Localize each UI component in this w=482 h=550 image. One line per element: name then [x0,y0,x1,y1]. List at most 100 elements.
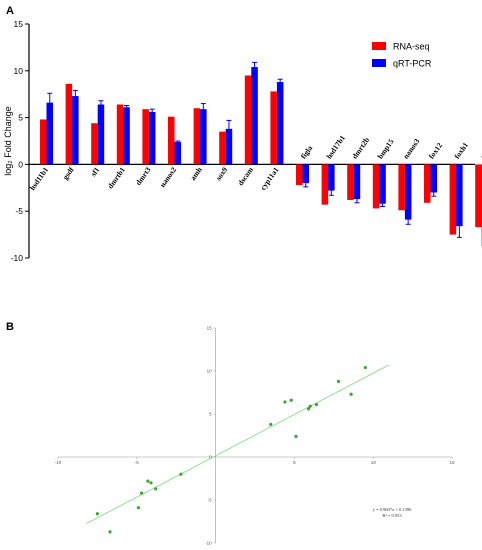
y-tick-label: -5 [15,206,23,216]
r-squared: R² = 0.953 [382,513,402,518]
category-label: hsd11b1 [28,165,51,192]
category-label: cyp11a1 [258,165,280,192]
legend-label: qRT-PCR [393,59,432,69]
scatter-point [349,392,353,396]
y-axis-title: log₂ Fold Change [3,106,13,176]
scatter-point [336,379,341,383]
bar-rna-seq [40,119,47,165]
bar-qrt-pcr [430,164,437,193]
category-label: foxh1 [452,141,470,161]
bar-rna-seq [65,83,73,165]
scatter-point [308,404,312,408]
y-tick-label: 10 [207,369,213,374]
bar-qrt-pcr [276,82,284,165]
x-tick-label: 5 [293,460,296,465]
x-tick-label: 15 [449,460,455,465]
bar-rna-seq [244,75,252,165]
category-label: sf1 [89,165,102,178]
bar-rna-seq [116,104,124,165]
legend-swatch [372,59,386,67]
bar-qrt-pcr [251,67,258,165]
category-label: dmrtb1 [106,165,127,190]
bar-rna-seq [296,164,303,185]
category-label: fox12 [427,141,445,161]
bar-qrt-pcr [404,164,412,220]
category-label: nanos2 [158,165,178,189]
category-label: amh [188,165,204,182]
panel-b-letter: B [6,321,14,333]
category-label: dmrt3 [134,165,153,187]
scatter-point [95,512,99,516]
category-label: bmp15 [376,137,396,160]
category-label: figla [299,144,315,161]
scatter-point [136,506,140,510]
scatter-point [289,398,293,402]
bar-rna-seq [424,164,431,203]
scatter-point [306,407,311,411]
bar-qrt-pcr [46,102,53,165]
scatter-point [283,400,287,404]
bar-rna-seq [347,164,354,200]
category-label: dmrt2b [350,136,371,161]
bar-qrt-pcr [174,141,181,165]
bar-rna-seq [168,116,175,165]
bar-rna-seq [219,131,226,165]
bar-chart: -10 -5 0 5 10 15 log₂ Fold Change hsd11b1 gsdf sf… [3,19,482,263]
category-label: gsdf [61,165,76,181]
bar-qrt-pcr [353,164,361,200]
scatter-point [139,491,144,495]
scatter-point [179,472,183,476]
scatter-point [154,487,158,491]
y-tick-label: 10 [14,66,24,76]
bar-qrt-pcr [302,164,309,184]
bar-qrt-pcr [379,164,386,204]
scatter-chart: -10 -5 5 10 15 -10 -5 0 5 10 15 y = 0.9607x + 0.139… [55,326,455,546]
bar-qrt-pcr [328,164,335,191]
bar-qrt-pcr [97,104,105,165]
y-tick-label: 5 [209,412,212,417]
scatter-point [314,402,319,407]
x-tick-label: 10 [371,460,377,465]
y-tick-label: 0 [18,159,23,169]
scatter-point [108,530,112,534]
panel-a-letter: A [6,5,14,17]
y-tick-label: -10 [205,541,212,546]
regression-line [86,364,390,524]
bar-qrt-pcr [148,111,156,165]
x-tick-label: -10 [55,460,62,465]
category-label: dscam [236,165,256,188]
y-tick-label: 15 [207,326,213,331]
y-tick-label: 5 [18,113,23,123]
bar-rna-seq [398,164,405,211]
y-tick-label: -10 [11,253,24,263]
bar-qrt-pcr [200,109,207,165]
category-label: hsd17b1 [324,133,347,160]
scatter-point [146,479,150,483]
scatter-point [149,481,153,485]
legend-label: RNA-seq [393,42,430,52]
bar-rna-seq [475,164,482,228]
bar-rna-seq [270,91,277,165]
bar-rna-seq [142,109,149,165]
scatter-point [269,422,273,426]
bar-rna-seq [372,164,380,209]
scatter-point [294,434,298,438]
y-tick-label: -5 [208,498,212,503]
bar-rna-seq [449,164,457,235]
y-tick-label: 0 [209,455,212,460]
category-label: nanos3 [401,137,421,161]
regression-equation: y = 0.9607x + 0.1396 [373,507,413,512]
bar-rna-seq [321,164,329,205]
category-label: sox9 [214,165,230,182]
legend-swatch [372,42,386,50]
bar-qrt-pcr [456,164,463,227]
bar-qrt-pcr [225,128,233,165]
bar-qrt-pcr [123,107,130,165]
bar-rna-seq [91,123,98,165]
bar-rna-seq [193,108,201,165]
scatter-point [363,365,367,370]
x-tick-label: -5 [135,460,139,465]
y-tick-label: 15 [14,19,24,29]
bar-qrt-pcr [72,96,79,165]
